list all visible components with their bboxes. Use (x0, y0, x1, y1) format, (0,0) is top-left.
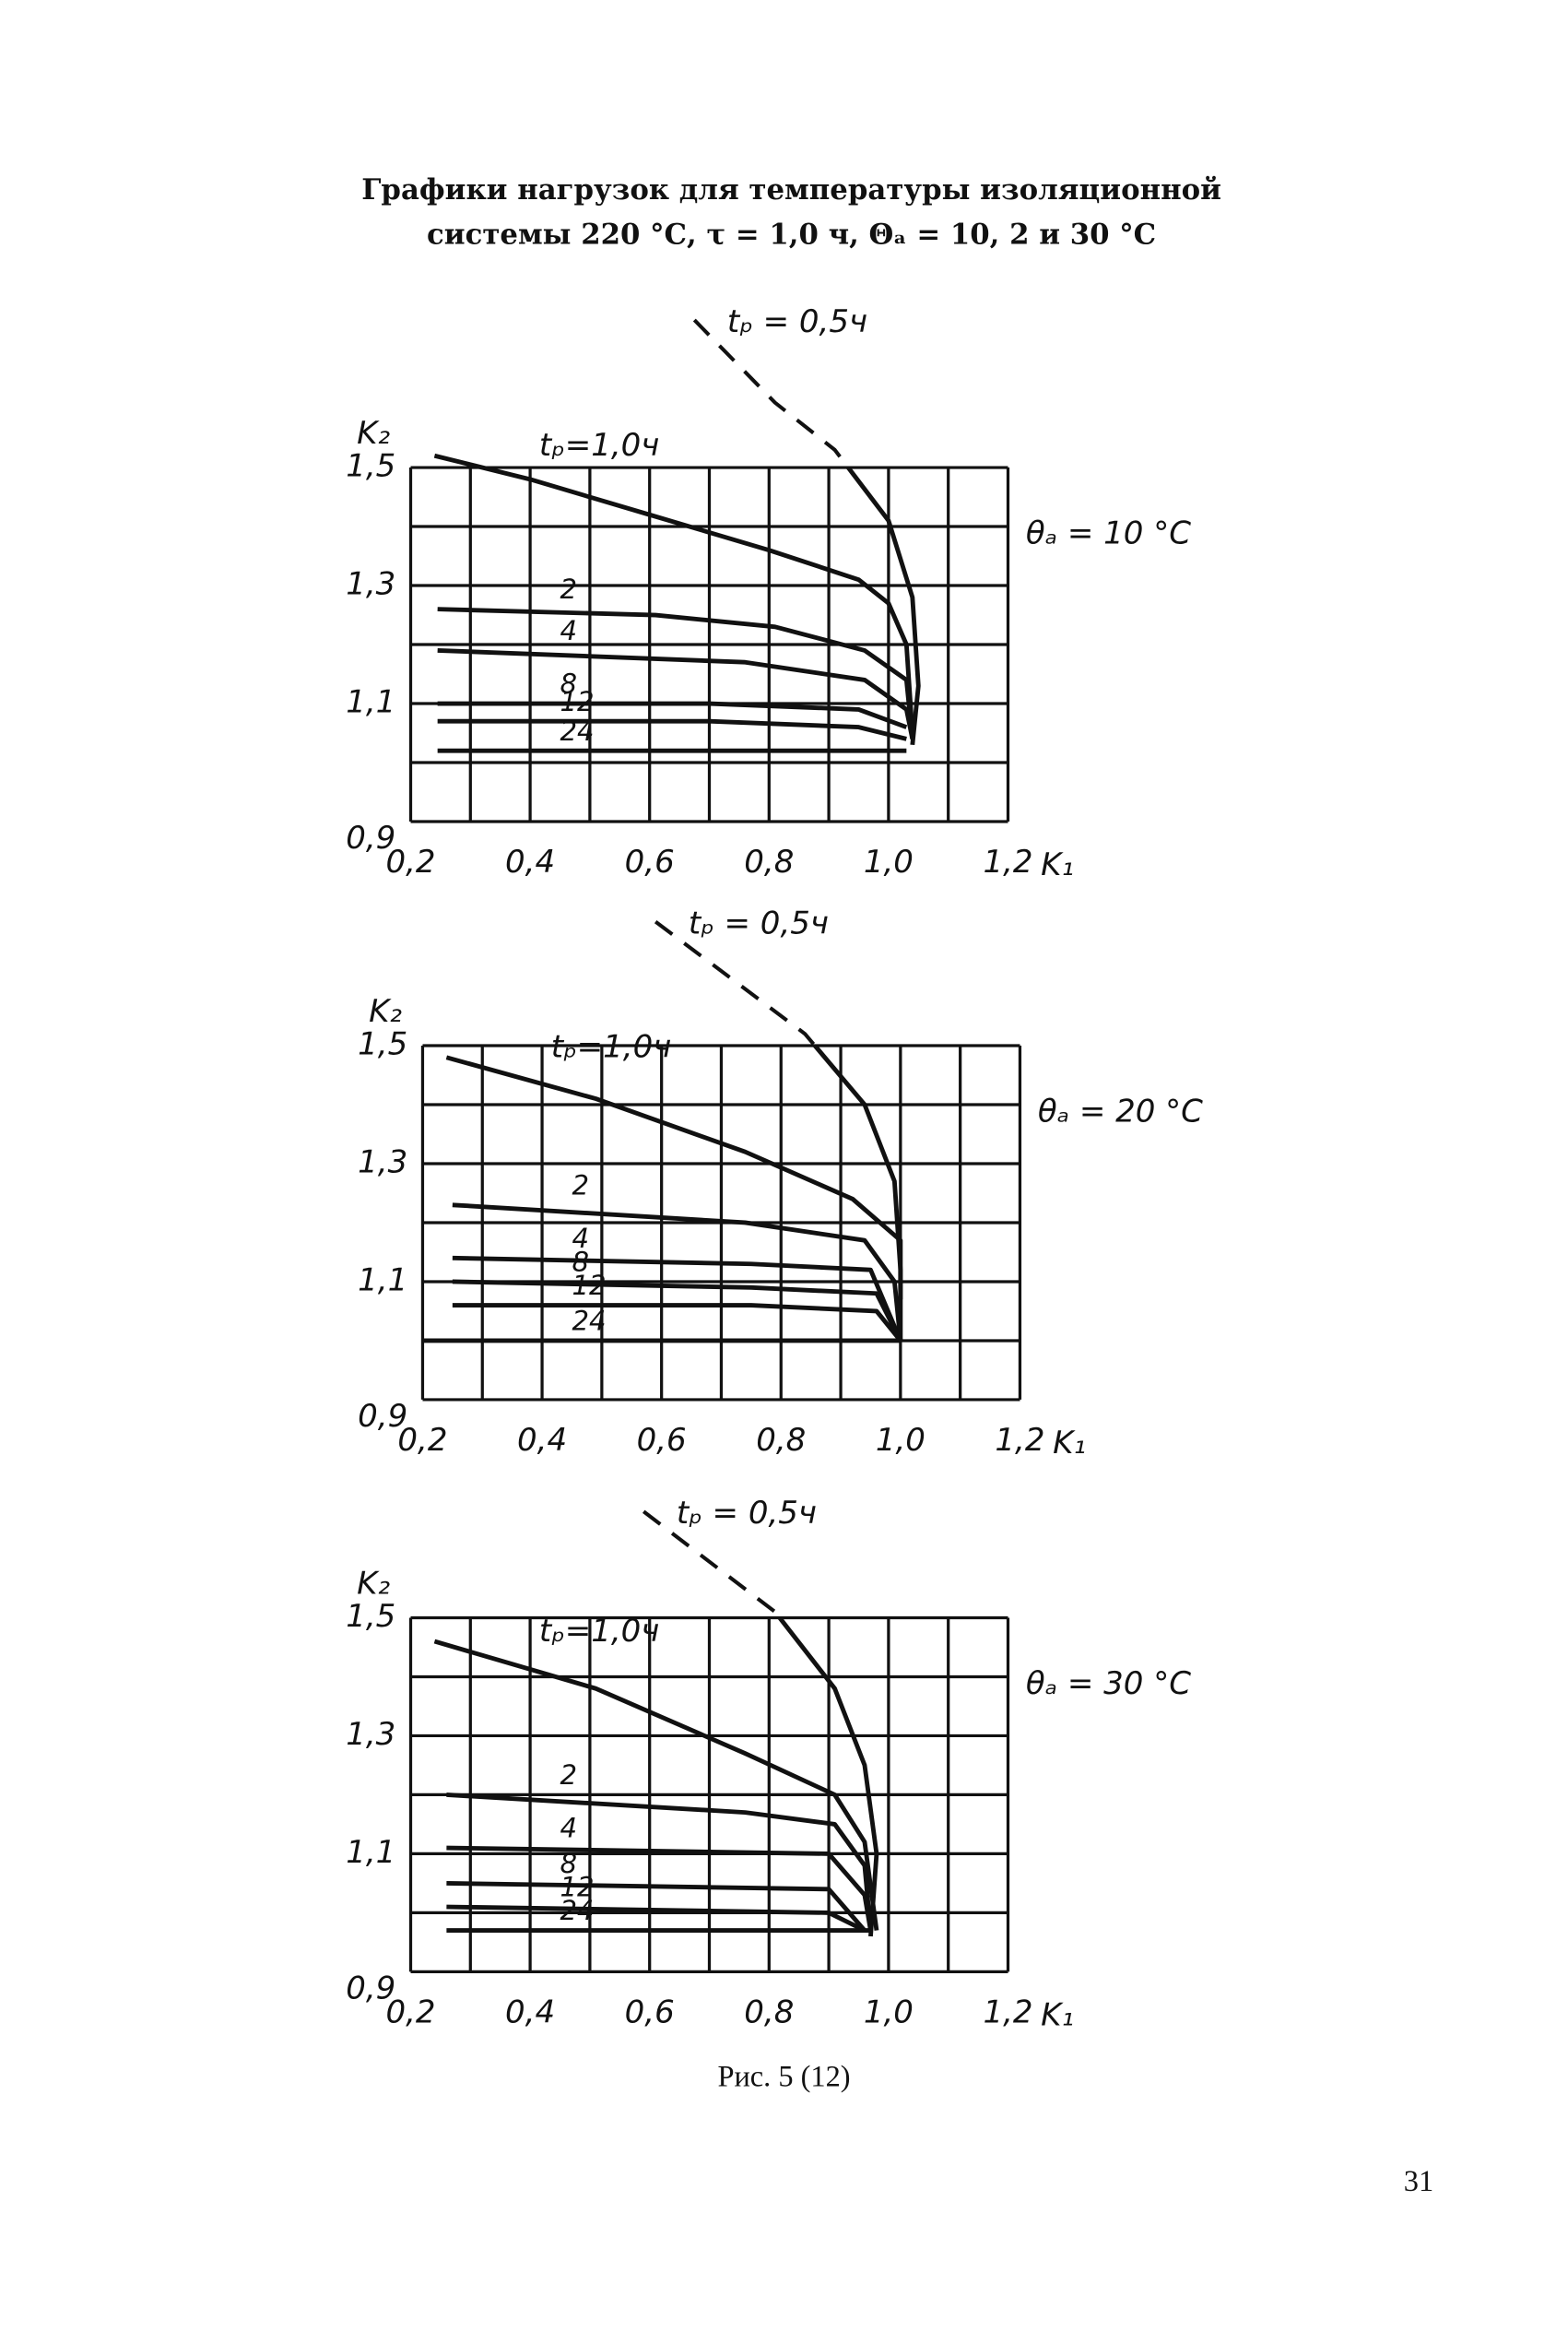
annotation: θₐ = 10 °C (1026, 515, 1191, 551)
x-axis-label: K₁ (1041, 1996, 1074, 2033)
x-tick-label: 0,4 (517, 1422, 567, 1459)
page-number: 31 (1404, 2165, 1433, 2198)
series-label: 24 (560, 1895, 595, 1926)
series-label: 24 (560, 716, 595, 747)
series-label: 8 (560, 1848, 578, 1879)
x-tick-label: 0,6 (625, 1994, 675, 2030)
y-tick-label: 1,5 (358, 1025, 407, 1062)
line (446, 1845, 873, 1932)
series-label: 4 (572, 1223, 589, 1254)
title-line: системы 220 °С, τ = 1,0 ч, Θₐ = 10, 2 и … (427, 218, 1156, 251)
x-tick-label: 1,0 (864, 844, 914, 881)
line (445, 1055, 903, 1300)
line (452, 1255, 903, 1342)
chart: 0,2 0,4 0,6 0,8 1,0 1,2 0,9 1,1 1,3 1,5 K₁ K₂ θₐ = 2… (358, 905, 1203, 1461)
y-tick-label: 0,9 (346, 820, 395, 857)
series-label: tₚ=1,0ч (539, 1613, 660, 1650)
series-label: 2 (560, 1759, 578, 1791)
annotation: θₐ = 30 °C (1026, 1665, 1191, 1702)
line (433, 1639, 879, 1931)
x-tick-label: 0,8 (744, 844, 794, 881)
y-tick-label: 1,3 (346, 1716, 395, 1753)
x-tick-label: 1,2 (983, 844, 1032, 881)
line (446, 1792, 873, 1931)
series-label: 4 (560, 1813, 578, 1844)
series-label: tₚ = 0,5ч (689, 905, 829, 941)
x-tick-label: 0,2 (385, 844, 435, 881)
line (433, 453, 915, 734)
line (437, 607, 915, 740)
x-tick-label: 0,6 (637, 1422, 687, 1459)
series-label: tₚ=1,0ч (539, 427, 660, 464)
x-tick-label: 1,2 (995, 1422, 1044, 1459)
y-tick-label: 1,3 (358, 1143, 407, 1180)
figure-caption: Рис. 5 (12) (717, 2060, 850, 2093)
chart: 0,2 0,4 0,6 0,8 1,0 1,2 0,9 1,1 1,3 1,5 K₁ K₂ θₐ = 1… (346, 303, 1191, 883)
chart: 0,2 0,4 0,6 0,8 1,0 1,2 0,9 1,1 1,3 1,5 K₁ K₂ θₐ = 3… (346, 1495, 1191, 2033)
series-label: 12 (560, 1872, 595, 1903)
line (776, 1617, 879, 1937)
x-tick-label: 0,4 (505, 844, 555, 881)
series-label: 2 (572, 1169, 589, 1201)
series-label: 8 (572, 1247, 589, 1278)
series-label: 4 (560, 615, 578, 646)
line (452, 1279, 903, 1343)
x-tick-label: 0,8 (756, 1422, 806, 1459)
x-tick-label: 0,6 (625, 844, 675, 881)
x-tick-label: 1,0 (876, 1422, 925, 1459)
x-tick-label: 0,2 (397, 1422, 447, 1459)
line (452, 1202, 903, 1342)
y-tick-label: 1,3 (346, 566, 395, 603)
series-label: 8 (560, 669, 578, 700)
series-label: 12 (572, 1270, 606, 1301)
y-tick-label: 1,1 (346, 684, 395, 721)
line (845, 467, 921, 746)
y-tick-label: 1,5 (346, 448, 395, 485)
line (446, 1880, 867, 1933)
x-axis-label: K₁ (1053, 1425, 1086, 1461)
x-axis-label: K₁ (1041, 846, 1074, 883)
line-dashed-part (692, 318, 851, 468)
series-label: 24 (572, 1306, 606, 1337)
line (446, 1904, 867, 1933)
line (437, 718, 907, 741)
x-tick-label: 0,8 (744, 1994, 794, 2030)
y-tick-label: 0,9 (358, 1398, 407, 1435)
series-label: tₚ = 0,5ч (727, 303, 867, 340)
line-dashed-part (654, 919, 818, 1046)
series-label: tₚ=1,0ч (551, 1029, 672, 1066)
line (437, 647, 915, 740)
x-tick-label: 0,2 (385, 1994, 435, 2030)
y-axis-label: K₂ (357, 1565, 390, 1602)
annotation: θₐ = 20 °C (1038, 1093, 1203, 1130)
series-label: 12 (560, 686, 595, 717)
x-tick-label: 1,0 (864, 1994, 914, 2030)
y-axis-label: K₂ (369, 993, 402, 1030)
title-line: Графики нагрузок для температуры изоляци… (361, 173, 1221, 207)
series-label: tₚ = 0,5ч (677, 1495, 817, 1532)
y-tick-label: 1,1 (358, 1261, 407, 1298)
y-tick-label: 1,1 (346, 1834, 395, 1871)
y-axis-label: K₂ (357, 415, 390, 452)
x-tick-label: 0,4 (505, 1994, 555, 2030)
y-tick-label: 0,9 (346, 1970, 395, 2006)
series-label: 2 (560, 574, 578, 605)
y-tick-label: 1,5 (346, 1598, 395, 1635)
line (452, 1303, 902, 1343)
line (437, 701, 908, 729)
x-tick-label: 1,2 (983, 1994, 1032, 2030)
